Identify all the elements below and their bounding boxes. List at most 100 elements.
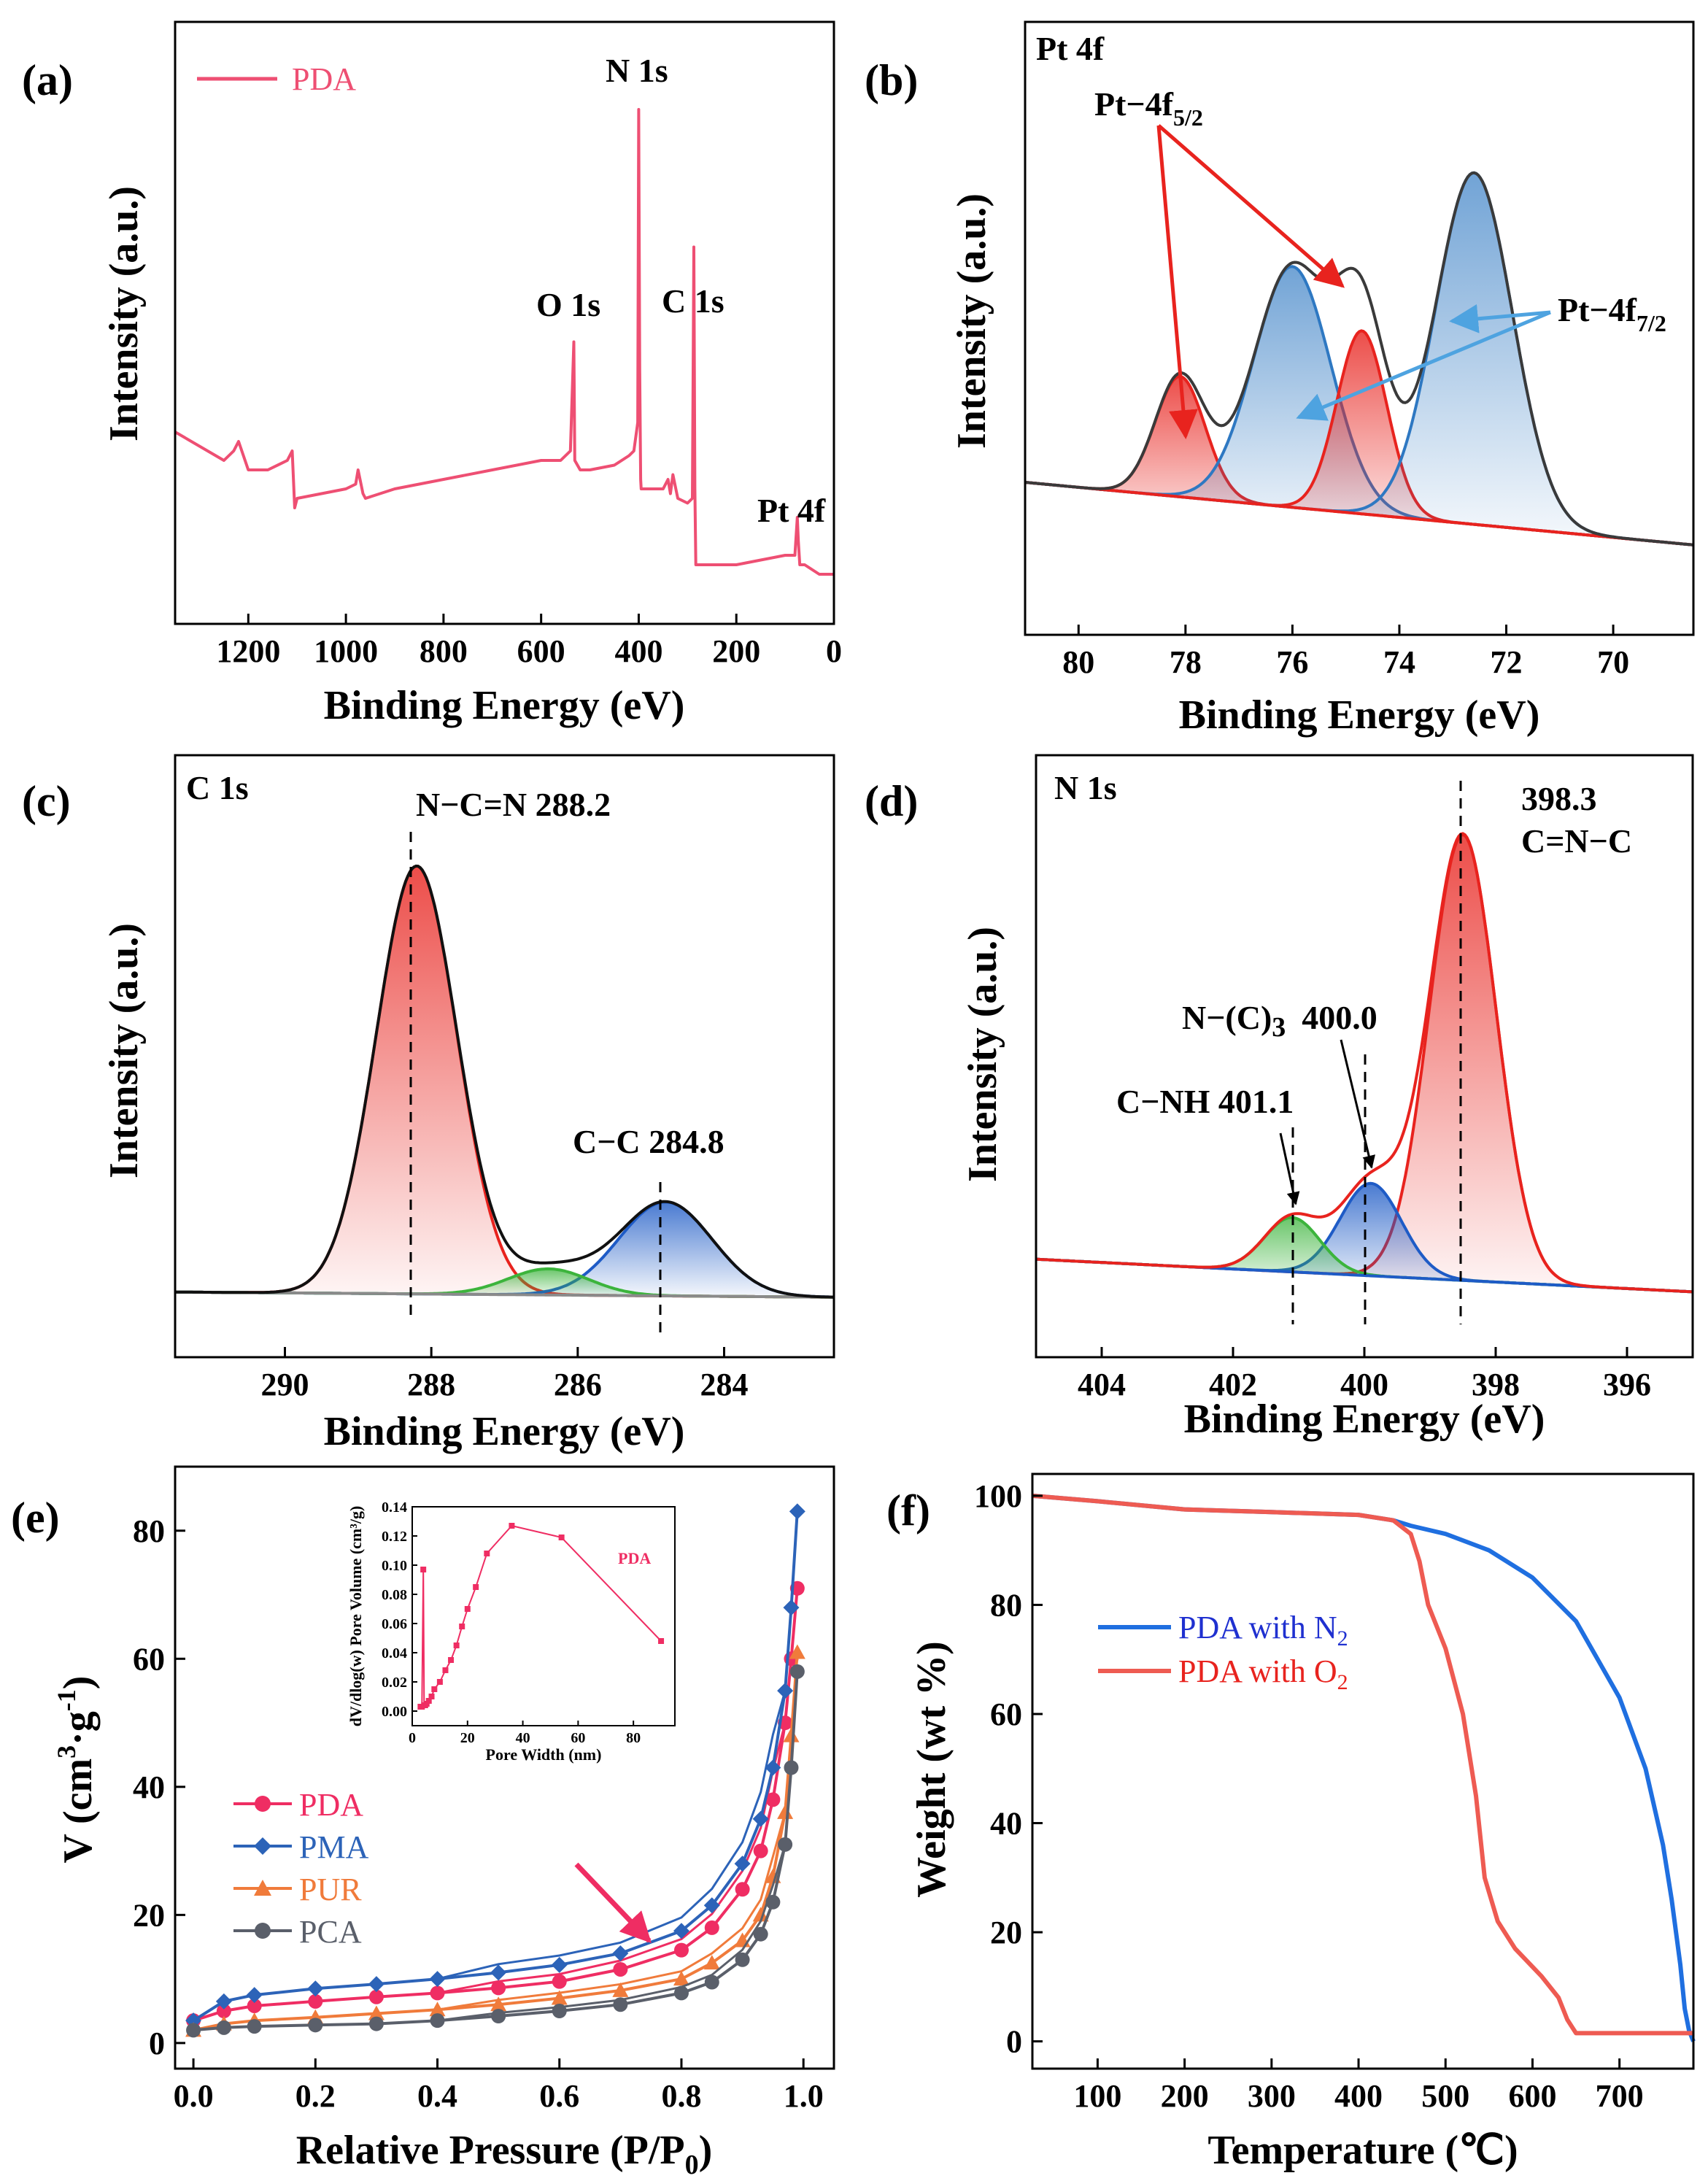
marker-PCA <box>765 1894 781 1910</box>
panel-a-x-tick-label: 800 <box>420 633 468 669</box>
legend-marker-PUR <box>254 1880 271 1896</box>
marker-PMA <box>783 1599 800 1616</box>
panel-e-y-tick-label: 20 <box>133 1897 165 1933</box>
e-ylabel-mid: ·g <box>55 1711 101 1745</box>
panel-a-y-title: Intensity (a.u.) <box>101 186 147 441</box>
panel-f-plot-area <box>1032 1493 1696 2042</box>
label-4f72-sub: 7/2 <box>1636 310 1666 336</box>
panel-b-y-title: Intensity (a.u.) <box>949 193 994 449</box>
marker-PDA <box>368 1989 384 2004</box>
panel-f-x-tick-label: 500 <box>1421 2078 1469 2114</box>
marker-PDA <box>430 1985 445 2001</box>
peak-label-c1s: C 1s <box>662 282 724 320</box>
panel-e-y-title: V (cm3·g-1) <box>52 1676 101 1864</box>
marker-PCA <box>491 2009 506 2024</box>
panel-d-x-tick-label: 402 <box>1209 1367 1257 1402</box>
panel-e-inset-pointer <box>574 1862 652 1944</box>
inset-x-tick-label: 20 <box>460 1730 475 1746</box>
panel-d-pointer-400 <box>1340 1039 1375 1169</box>
legend-label-PUR: PUR <box>299 1872 362 1907</box>
panel-f-y-tick-label: 60 <box>990 1696 1022 1732</box>
inset-psd-marker <box>442 1667 449 1673</box>
panel-e-frame <box>174 1465 835 2070</box>
panel-d-title: N 1s <box>1054 769 1117 806</box>
panel-f-y-tick-label: 40 <box>990 1806 1022 1842</box>
marker-PDA <box>247 1998 262 2013</box>
panel-b-x-tick-label: 78 <box>1170 644 1202 680</box>
panel-c-peak-fill <box>175 1202 834 1297</box>
marker-PMA <box>777 1683 794 1699</box>
legend-o2-sub: 2 <box>1337 1670 1348 1694</box>
marker-PMA <box>612 1945 629 1962</box>
marker-PUR <box>673 1971 689 1986</box>
panel-f-y-tick-label: 100 <box>974 1478 1022 1514</box>
marker-PCA <box>735 1952 750 1967</box>
panel-f-x-tick-label: 400 <box>1334 2078 1383 2114</box>
panel-f-x-title: Temperature (℃) <box>1207 2128 1518 2173</box>
panel-a-x-tick-label: 1000 <box>314 633 378 669</box>
panel-c-x-tick-label: 290 <box>261 1367 309 1402</box>
panel-b-x-tick-label: 80 <box>1062 644 1094 680</box>
panel-f-y-tick-label: 0 <box>1006 2024 1022 2060</box>
panel-f-x-tick-label: 700 <box>1596 2078 1644 2114</box>
panel-d-x-tick-label: 400 <box>1340 1367 1388 1402</box>
panel-d-peak-398-name: C=N−C <box>1521 822 1632 860</box>
panel-f-x-tick-label: 100 <box>1073 2078 1121 2114</box>
panel-e-legend: PDA PMA PUR PCA <box>233 1787 369 1950</box>
panel-f-legend: PDA with N2 PDA with O2 <box>1098 1610 1348 1694</box>
marker-PDA <box>216 2004 231 2019</box>
panel-a-x-title: Binding Energy (eV) <box>324 683 685 728</box>
marker-PCA <box>784 1760 799 1775</box>
panel-c-x-title: Binding Energy (eV) <box>324 1409 685 1454</box>
panel-f-label: (f) <box>886 1486 930 1535</box>
inset-psd-marker <box>658 1638 665 1644</box>
inset-psd-marker <box>428 1694 435 1699</box>
panel-c-envelope-line <box>174 864 834 1299</box>
panel-a-x-ticks: 1200 1000 800 600 400 200 0 <box>216 614 842 669</box>
svg-text:PDA with N2: PDA with N2 <box>1178 1610 1348 1651</box>
inset-series-label: PDA <box>618 1549 651 1567</box>
panel-f-y-tick-label: 20 <box>990 1915 1022 1950</box>
marker-PCA <box>216 2020 231 2035</box>
panel-c: (c) C 1s N−C=N 288.2 C−C 284.8 290 288 286… <box>22 754 835 1454</box>
marker-PCA <box>247 2019 262 2034</box>
inset-x-tick-label: 60 <box>571 1730 585 1746</box>
panel-e-x-tick-label: 1.0 <box>784 2078 824 2114</box>
panel-d-label: (d) <box>865 777 918 825</box>
panel-b-envelope-line <box>1024 171 1694 547</box>
inset-x-tick-label: 40 <box>516 1730 530 1746</box>
inset-psd-marker <box>509 1523 515 1529</box>
panel-e-y-tick-label: 0 <box>149 2026 165 2061</box>
e-ylabel-sup1: 3 <box>52 1745 81 1759</box>
marker-PCA <box>308 2018 323 2033</box>
label-4f52-sub: 5/2 <box>1173 104 1203 131</box>
panel-e-y-tick-label: 80 <box>133 1513 165 1549</box>
marker-PCA <box>673 1985 689 2001</box>
panel-e-x-tick-label: 0.0 <box>174 2078 214 2114</box>
panel-b: (b) Pt 4f Pt−4f5/2 Pt−4f7/2 80 78 76 74 72 70… <box>865 20 1695 738</box>
panel-c-peak-cc: C−C 284.8 <box>573 1123 724 1160</box>
legend-marker-PMA <box>254 1837 271 1855</box>
svg-text:PDA with O2: PDA with O2 <box>1178 1653 1348 1694</box>
arrow-4f52-to-74 <box>1157 124 1345 288</box>
legend-marker-PCA <box>255 1923 271 1939</box>
panel-d: (d) N 1s 398.3 C=N−C N−(C)3 400.0 C−NH 40… <box>865 754 1694 1442</box>
inset-psd-marker <box>420 1567 427 1572</box>
marker-PUR <box>551 1990 568 2005</box>
marker-PCA <box>186 2023 201 2038</box>
marker-PDA <box>613 1961 628 1977</box>
inset-psd-marker <box>431 1686 438 1692</box>
panel-e-x-title: Relative Pressure (P/P0) <box>296 2128 713 2180</box>
inset-y-tick-label: 0.10 <box>382 1558 407 1574</box>
marker-PMA <box>734 1856 751 1872</box>
panel-e-ticks: 0.0 0.2 0.4 0.6 0.8 1.0 0 20 40 60 80 <box>133 1513 824 2114</box>
panel-b-x-tick-label: 76 <box>1276 644 1308 680</box>
marker-PCA <box>778 1837 793 1852</box>
panel-d-peak-398-value: 398.3 <box>1521 780 1597 817</box>
marker-PUR <box>612 1982 629 1997</box>
inset-y-tick-label: 0.12 <box>382 1529 407 1545</box>
svg-text:V (cm3·g-1): V (cm3·g-1) <box>52 1676 101 1864</box>
panel-f-x-tick-label: 600 <box>1508 2078 1556 2114</box>
panel-b-plot-area <box>1024 171 1694 547</box>
marker-PUR <box>368 2005 385 2020</box>
